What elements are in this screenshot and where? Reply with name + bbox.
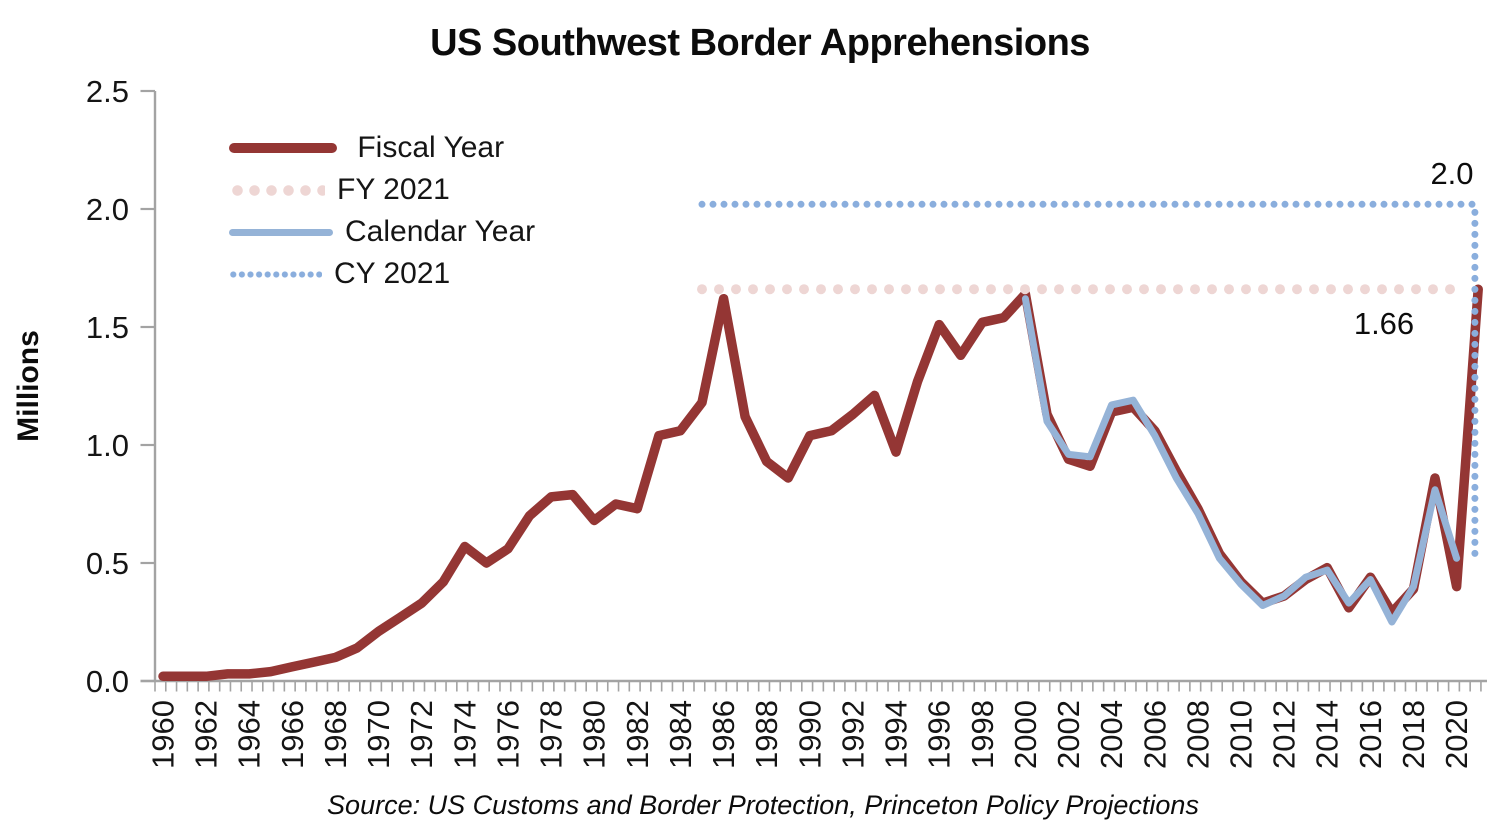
x-tick-label: 1996 (922, 700, 957, 769)
x-tick-label: 1984 (663, 700, 698, 769)
y-tick-label: 0.0 (86, 664, 129, 699)
legend-label: Calendar Year (345, 215, 536, 248)
x-tick-label: 1986 (706, 700, 741, 769)
legend-item-fiscal-year: Fiscal Year (229, 127, 535, 169)
cy-2021-value-annotation: 2.0 (1430, 156, 1474, 191)
y-tick-label: 0.5 (86, 546, 129, 581)
x-tick-label: 2002 (1051, 700, 1086, 769)
x-tick-label: 2010 (1224, 700, 1259, 769)
x-tick-label: 2006 (1137, 700, 1172, 769)
fy-2021-dotted-swatch-icon (229, 184, 325, 196)
chart-title: US Southwest Border Apprehensions (430, 22, 1090, 64)
fiscal-year-swatch-icon (229, 143, 337, 153)
x-tick-label: 2012 (1267, 700, 1302, 769)
x-tick-label: 2000 (1008, 700, 1043, 769)
calendar-year-line (1021, 295, 1461, 626)
y-tick-label: 1.0 (86, 428, 129, 463)
x-tick-label: 1964 (232, 700, 267, 769)
legend-item-cy-2021: CY 2021 (229, 253, 535, 295)
x-tick-label: 1974 (447, 700, 482, 769)
x-tick-label: 2018 (1396, 700, 1431, 769)
source-note: Source: US Customs and Border Protection… (327, 790, 1199, 820)
x-tick-label: 1978 (534, 700, 569, 769)
x-tick-label: 1980 (577, 700, 612, 769)
legend-label: FY 2021 (337, 173, 450, 206)
y-tick-label: 1.5 (86, 310, 129, 345)
x-tick-label: 1960 (146, 700, 181, 769)
calendar-year-swatch-icon (229, 228, 333, 236)
x-tick-label: 1988 (749, 700, 784, 769)
y-tick-label: 2.0 (86, 192, 129, 227)
x-tick-label: 1998 (965, 700, 1000, 769)
x-tick-label: 1992 (835, 700, 870, 769)
x-tick-label: 1972 (404, 700, 439, 769)
x-tick-label: 1966 (275, 700, 310, 769)
x-tick-label: 1990 (792, 700, 827, 769)
cy-2021-dotted-swatch-icon (229, 270, 322, 278)
x-tick-label: 1994 (879, 700, 914, 769)
x-tick-label: 1976 (490, 700, 525, 769)
fiscal-year-line (158, 284, 1483, 682)
cy-2021-dotted-line (698, 200, 1479, 560)
legend-item-fy-2021: FY 2021 (229, 169, 535, 211)
x-tick-label: 1968 (318, 700, 353, 769)
legend-label: Fiscal Year (349, 131, 505, 164)
y-tick-label: 2.5 (86, 74, 129, 109)
x-tick-label: 2020 (1439, 700, 1474, 769)
legend-label: CY 2021 (334, 257, 451, 290)
x-tick-label: 2014 (1310, 700, 1345, 769)
x-tick-label: 2016 (1353, 700, 1388, 769)
x-tick-label: 1982 (620, 700, 655, 769)
fy-2021-value-annotation: 1.66 (1353, 306, 1415, 341)
legend-item-calendar-year: Calendar Year (229, 211, 535, 253)
legend: Fiscal Year FY 2021 Calendar Year CY 202… (229, 127, 535, 295)
x-tick-label: 1970 (361, 700, 396, 769)
x-tick-label: 2004 (1094, 700, 1129, 769)
x-tick-label: 1962 (189, 700, 224, 769)
x-tick-label: 2008 (1180, 700, 1215, 769)
